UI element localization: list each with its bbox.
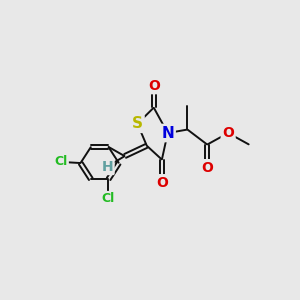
Text: Cl: Cl [54,155,68,168]
Text: O: O [222,126,234,140]
Text: O: O [148,79,160,93]
Text: O: O [156,176,168,190]
Text: H: H [101,160,113,173]
Text: S: S [132,116,143,131]
Text: N: N [161,125,174,140]
Text: Cl: Cl [102,192,115,206]
Text: O: O [201,161,213,175]
